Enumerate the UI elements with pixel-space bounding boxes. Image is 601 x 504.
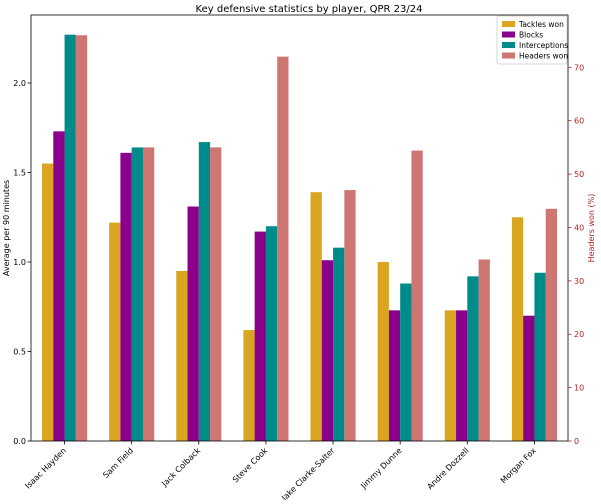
x-tick-label-steve-cook: Steve Cook	[231, 446, 270, 485]
bar-headers-won-sam-field	[142, 147, 155, 441]
right-tick-label: 70	[574, 63, 584, 72]
bar-headers-won-andre-dozzell	[478, 259, 490, 441]
bar-tackles-won-steve-cook	[243, 330, 255, 441]
bar-headers-won-morgan-fox	[545, 208, 557, 441]
bar-interceptions-andre-dozzell	[467, 276, 479, 441]
legend-swatch-interceptions	[502, 42, 515, 48]
legend-label-interceptions: Interceptions	[519, 41, 568, 50]
bar-blocks-jimmy-dunne	[388, 310, 401, 441]
bar-blocks-morgan-fox	[523, 315, 535, 441]
legend-box	[496, 15, 568, 65]
chart-title: Key defensive statistics by player, QPR …	[196, 4, 423, 15]
plot-frame	[30, 14, 569, 442]
bars-group	[42, 34, 557, 441]
bar-tackles-won-isaac-hayden	[42, 163, 54, 441]
bar-interceptions-jimmy-dunne	[400, 283, 412, 441]
bar-tackles-won-jimmy-dunne	[377, 262, 389, 441]
right-tick-label: 20	[574, 330, 584, 339]
bar-headers-won-steve-cook	[277, 56, 289, 441]
bar-tackles-won-andre-dozzell	[444, 310, 457, 441]
x-tick-label-jake-clarke-salter: Jake Clarke-Salter	[279, 446, 337, 500]
bar-blocks-steve-cook	[254, 231, 266, 441]
right-tick-label: 40	[574, 223, 584, 232]
bar-tackles-won-morgan-fox	[511, 217, 524, 441]
left-tick-label: 1.0	[13, 258, 26, 267]
bar-headers-won-jimmy-dunne	[411, 150, 423, 441]
bar-interceptions-steve-cook	[265, 226, 278, 441]
legend-swatch-headers-won	[502, 52, 515, 59]
legend-swatch-tackles-won	[502, 21, 515, 27]
bar-blocks-jake-clarke-salter	[321, 260, 334, 441]
bar-headers-won-jack-colback	[210, 147, 222, 441]
right-tick-label: 50	[574, 170, 584, 179]
bar-blocks-andre-dozzell	[456, 310, 468, 441]
bar-interceptions-sam-field	[131, 147, 143, 441]
left-tick-label: 0.0	[13, 437, 26, 446]
bar-headers-won-jake-clarke-salter	[344, 190, 356, 441]
x-tick-label-jack-colback: Jack Colback	[159, 446, 202, 489]
axes-group: 0.0 0.5 1.0 1.5 2.0 0 10 20 30 40 50 60 70 Average pe…	[2, 14, 596, 503]
bar-interceptions-isaac-hayden	[64, 34, 76, 441]
bar-blocks-jack-colback	[187, 206, 199, 441]
bar-headers-won-isaac-hayden	[75, 35, 88, 441]
legend-label-blocks: Blocks	[519, 31, 543, 40]
x-tick-label-morgan-fox: Morgan Fox	[499, 446, 538, 485]
bar-tackles-won-jake-clarke-salter	[310, 192, 322, 441]
bar-interceptions-jake-clarke-salter	[333, 247, 345, 441]
x-tick-label-isaac-hayden: Isaac Hayden	[23, 446, 68, 491]
bar-tackles-won-jack-colback	[176, 270, 188, 441]
left-tick-label: 1.5	[13, 169, 26, 178]
x-tick-label-sam-field: Sam Field	[101, 446, 135, 480]
right-tick-label: 60	[574, 117, 584, 126]
legend-label-tackles-won: Tackles won	[518, 20, 564, 29]
legend-swatch-blocks	[502, 31, 515, 38]
bar-interceptions-jack-colback	[198, 142, 211, 441]
legend-label-headers-won: Headers won	[519, 52, 568, 61]
y-axis-label-right: Headers won (%)	[587, 194, 596, 263]
right-tick-label: 0	[574, 437, 579, 446]
bar-interceptions-morgan-fox	[534, 272, 546, 441]
y-axis-label-left: Average per 90 minutes	[2, 180, 11, 276]
bar-blocks-isaac-hayden	[53, 131, 65, 441]
right-tick-label: 30	[574, 277, 584, 286]
bar-blocks-sam-field	[120, 152, 132, 441]
left-tick-label: 0.5	[13, 348, 26, 357]
x-tick-label-jimmy-dunne: Jimmy Dunne	[359, 446, 404, 491]
left-tick-label: 2.0	[13, 79, 26, 88]
right-tick-label: 10	[574, 384, 584, 393]
x-tick-label-andre-dozzell: Andre Dozzell	[425, 446, 470, 491]
bar-tackles-won-sam-field	[109, 222, 121, 441]
